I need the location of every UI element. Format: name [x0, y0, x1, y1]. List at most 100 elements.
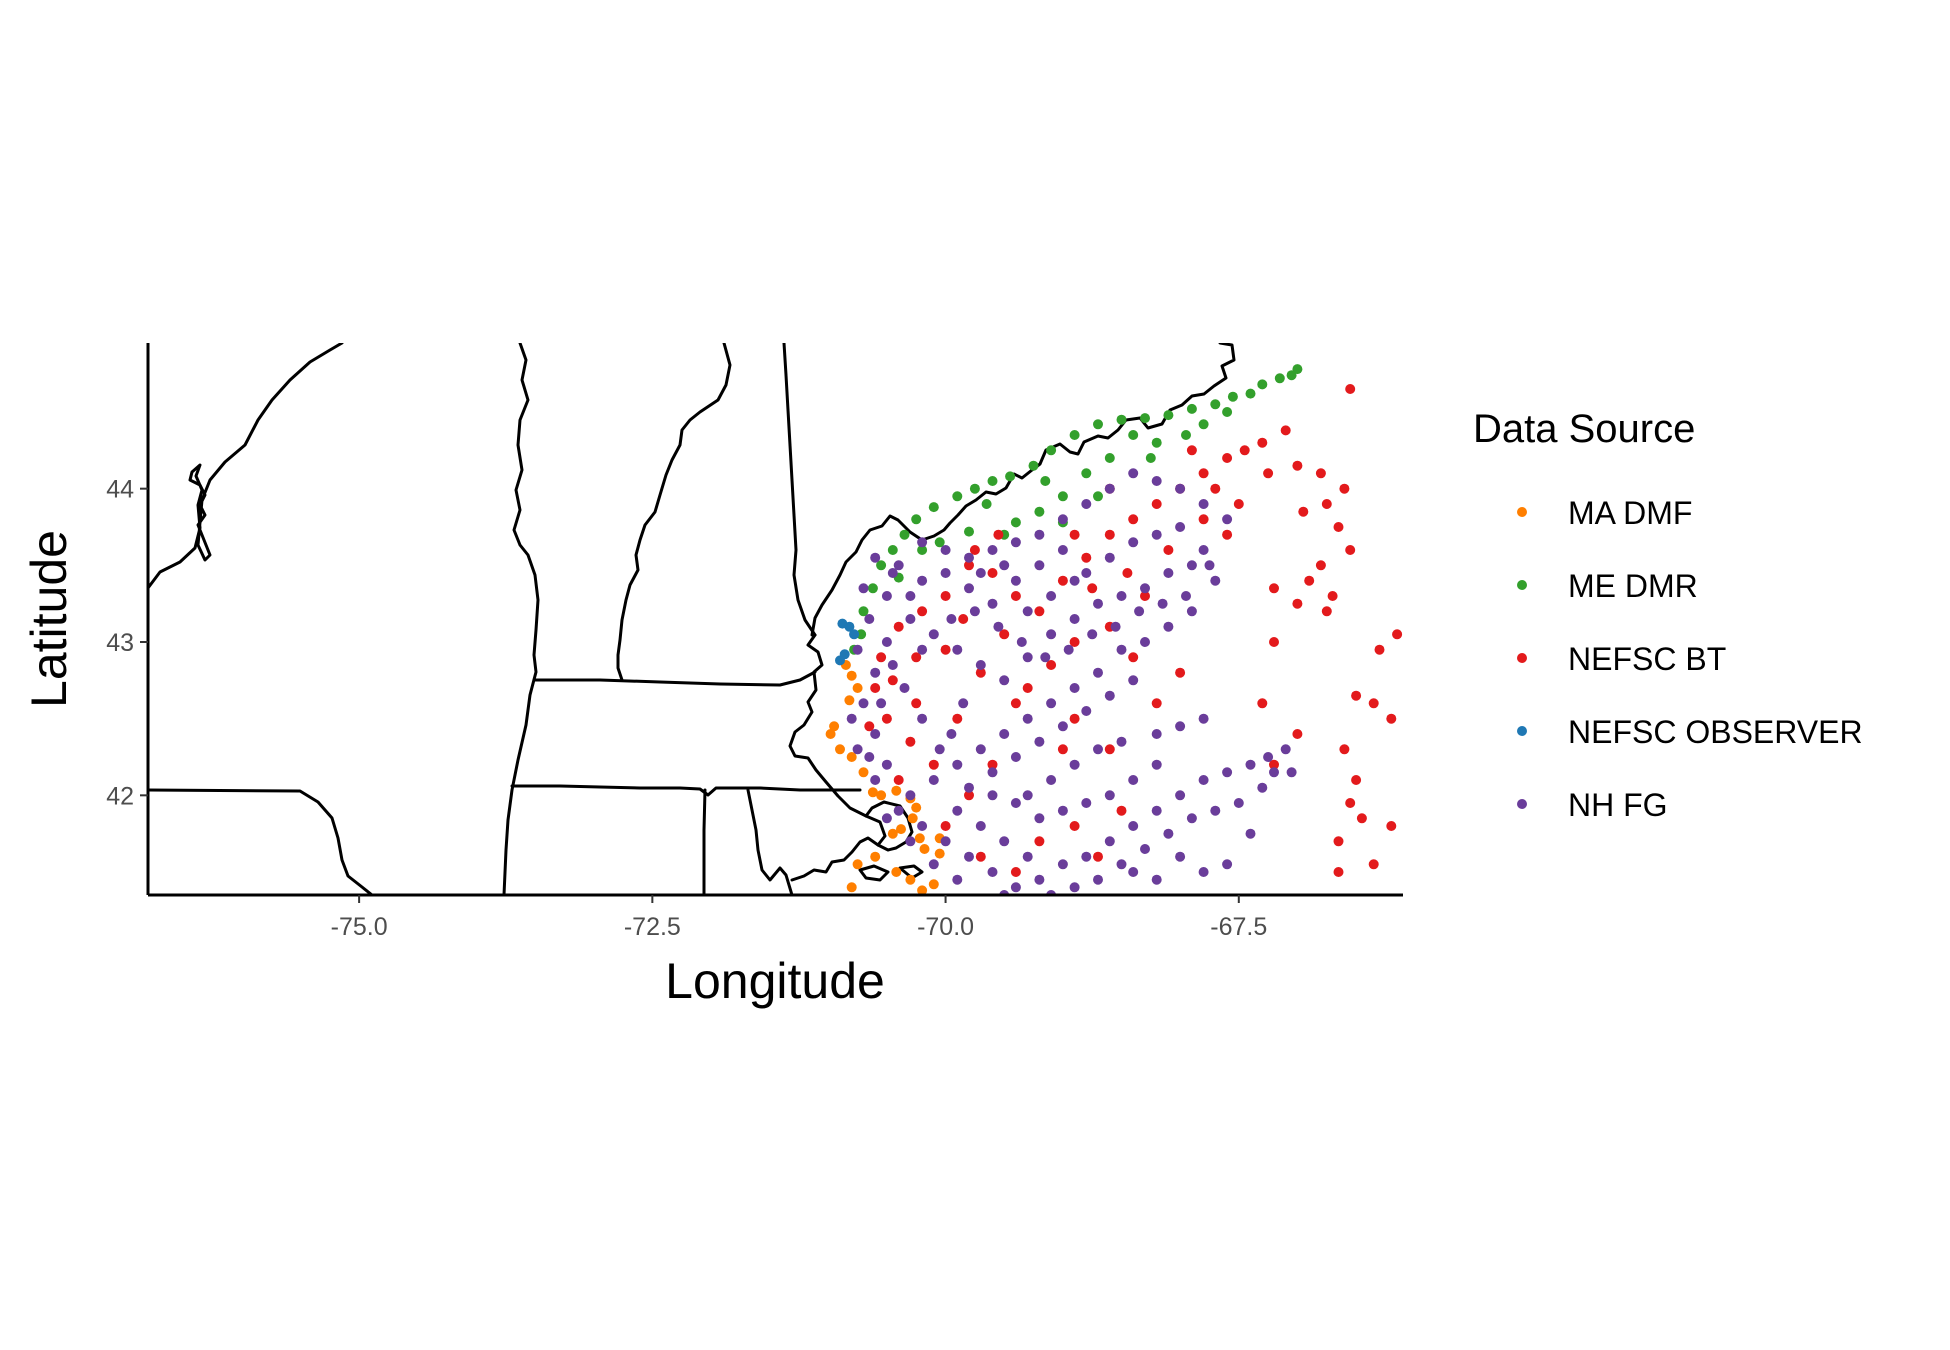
data-point — [856, 629, 867, 640]
data-point — [1175, 483, 1186, 494]
data-point — [1269, 759, 1279, 770]
data-point — [1163, 621, 1174, 632]
data-point — [1280, 744, 1291, 755]
data-point — [846, 882, 857, 893]
data-point — [1175, 522, 1186, 532]
data-point — [891, 867, 902, 877]
data-point — [981, 499, 992, 509]
data-point — [928, 775, 939, 785]
data-point — [1022, 713, 1033, 724]
data-point — [1034, 836, 1045, 847]
data-point — [1269, 767, 1279, 778]
data-point — [952, 805, 963, 816]
data-point — [946, 614, 957, 624]
data-point — [844, 621, 855, 632]
legend-label: MA DMF — [1568, 495, 1692, 531]
data-point — [887, 828, 898, 839]
data-point — [1069, 430, 1080, 440]
legend-key — [1517, 799, 1527, 809]
data-point — [1010, 882, 1021, 893]
vt-west-boundary — [502, 343, 540, 895]
data-point — [1163, 828, 1174, 839]
data-point — [940, 591, 951, 601]
data-point — [1151, 499, 1162, 509]
data-point — [964, 790, 974, 801]
data-point — [928, 879, 939, 890]
data-point — [958, 698, 969, 709]
data-point — [1181, 591, 1191, 601]
data-point — [969, 545, 980, 555]
data-point — [1257, 698, 1268, 709]
data-point — [917, 575, 928, 586]
data-point — [1104, 483, 1115, 494]
x-tick-label: -67.5 — [1210, 913, 1267, 941]
data-point — [1210, 575, 1221, 586]
data-point — [1022, 683, 1033, 693]
series-nh-fg — [846, 468, 1297, 895]
data-point — [876, 698, 887, 709]
data-point — [1128, 514, 1139, 525]
data-point — [835, 744, 845, 755]
data-point — [1069, 683, 1080, 693]
data-point — [975, 851, 986, 862]
data-point — [1333, 522, 1344, 532]
data-point — [1104, 529, 1115, 540]
data-point — [1034, 874, 1045, 885]
data-point — [849, 629, 860, 640]
data-point — [887, 568, 898, 578]
data-point — [1046, 698, 1057, 709]
data-point — [975, 660, 986, 670]
data-point — [887, 660, 898, 670]
data-point — [1157, 598, 1168, 609]
data-point — [1321, 606, 1332, 617]
data-point — [907, 813, 918, 824]
data-point — [1022, 652, 1033, 663]
data-point — [964, 552, 974, 563]
data-point — [1010, 537, 1021, 548]
data-point — [1186, 403, 1197, 414]
data-point — [987, 759, 998, 770]
data-point — [917, 606, 928, 617]
data-point — [964, 583, 974, 594]
data-point — [1057, 721, 1068, 732]
data-point — [1128, 537, 1139, 548]
data-point — [1128, 675, 1139, 686]
data-point — [1128, 867, 1139, 877]
data-points — [825, 364, 1403, 895]
series-ma-dmf — [825, 660, 945, 895]
y-tick-label: 43 — [106, 629, 134, 657]
data-point — [1093, 419, 1103, 430]
data-point — [1233, 499, 1244, 509]
data-point — [1057, 491, 1068, 502]
data-point — [1093, 667, 1103, 678]
data-point — [914, 833, 925, 844]
data-point — [917, 545, 928, 555]
data-point — [1257, 379, 1268, 390]
data-point — [864, 752, 875, 762]
data-point — [987, 545, 998, 555]
plot-panel: -75.0 -72.5 -70.0 -67.5 42 43 44 — [106, 343, 1403, 941]
data-point — [1333, 836, 1344, 847]
data-point — [940, 836, 951, 847]
data-point — [870, 683, 881, 693]
data-point — [964, 526, 974, 537]
ma-south-boundary — [510, 784, 862, 797]
data-point — [1005, 471, 1016, 482]
data-point — [1245, 388, 1256, 399]
data-point — [905, 874, 916, 885]
data-point — [1198, 713, 1209, 724]
data-point — [905, 836, 916, 847]
data-point — [1010, 752, 1021, 762]
ct-ri-boundary — [702, 788, 707, 895]
data-point — [1081, 706, 1092, 716]
islands-coastline — [858, 864, 924, 882]
data-point — [946, 729, 957, 739]
legend-title: Data Source — [1473, 407, 1695, 451]
data-point — [999, 675, 1010, 686]
data-point — [987, 568, 998, 578]
data-point — [1034, 529, 1045, 540]
data-point — [993, 621, 1004, 632]
data-point — [1151, 805, 1162, 816]
data-point — [1345, 545, 1356, 555]
data-point — [1034, 813, 1045, 824]
